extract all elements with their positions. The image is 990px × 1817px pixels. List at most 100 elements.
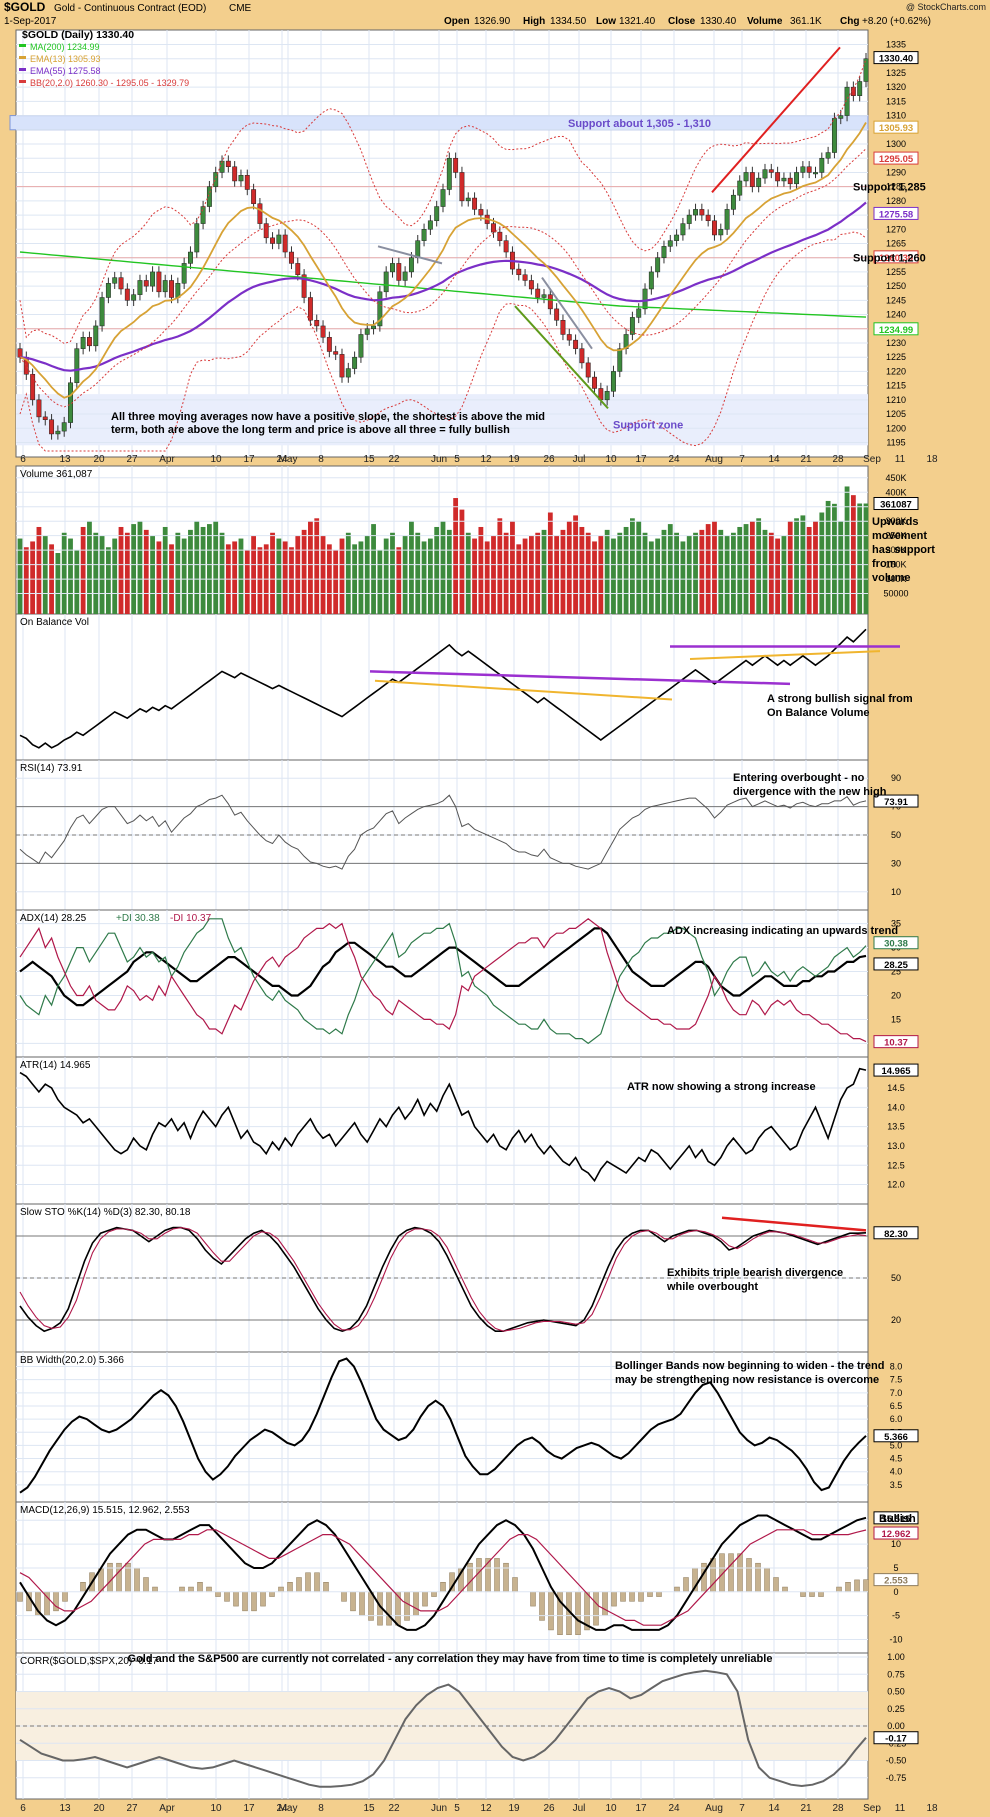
candle-body [604, 391, 610, 401]
volume-value-label-box [873, 497, 919, 511]
candle-body [276, 234, 282, 244]
candle-body [730, 194, 736, 210]
candle-body [314, 319, 320, 327]
candle-body [345, 368, 351, 378]
volume-bar [762, 529, 768, 614]
volume-bar [333, 550, 339, 614]
candle-body [617, 348, 623, 372]
atr-line [19, 1067, 867, 1183]
candle-body [434, 206, 440, 222]
legend-entry: MA(200) 1234.99 [30, 42, 100, 52]
candle-body [699, 209, 705, 216]
volume-bar [554, 535, 560, 614]
candle-body [762, 169, 768, 179]
bb-upper-band [19, 59, 867, 345]
candle-body [263, 223, 269, 239]
candle-body [188, 251, 193, 264]
y-tick-label: 30 [891, 858, 901, 868]
support-zone-upper [9, 115, 869, 131]
y-tick-label: 0.50 [887, 1687, 905, 1697]
candle-body [528, 280, 534, 290]
y-tick-label: 35 [891, 919, 901, 929]
volume-bar [377, 550, 383, 614]
volume-bar [541, 529, 547, 614]
macd-histogram-bar [647, 1591, 653, 1597]
candle-body [560, 319, 566, 335]
macd-histogram-bar [197, 1582, 203, 1593]
x-tick-label: 12 [480, 454, 492, 465]
rsi-title: RSI(14) 73.91 [20, 763, 83, 774]
price-value-label: 1275.58 [879, 209, 913, 220]
macd-value-label: 12.962 [881, 1529, 910, 1540]
price-value-label: 1330.40 [879, 54, 913, 65]
candle-body [156, 271, 162, 293]
macd-histogram-bar [224, 1591, 230, 1602]
x-tick-label: 7 [739, 1803, 745, 1814]
x-tick-label: 18 [926, 1803, 938, 1814]
volume-bar [150, 535, 155, 614]
adx-value-label: 10.37 [884, 1038, 908, 1049]
volume-bar [756, 518, 762, 614]
x-tick-label: 12 [480, 1803, 492, 1814]
candle-body [112, 277, 118, 284]
candle-body [36, 399, 42, 418]
annotation-volume: Upwards movement has support from volume [872, 516, 935, 584]
price-value-label: 1260.30 [879, 253, 913, 264]
candle-body [225, 160, 231, 168]
macd-histogram-bar [575, 1591, 581, 1635]
candle-body [181, 263, 187, 284]
candle-body [819, 157, 825, 173]
x-tick-label: 14 [768, 1803, 780, 1814]
obv-trendline-orange [689, 650, 881, 660]
annotation-support-zone: Support zone [613, 419, 683, 431]
header-close: 1330.40 [700, 16, 737, 27]
x-tick-label: 20 [93, 1803, 105, 1814]
y-tick-label: 6.5 [890, 1401, 903, 1411]
macd-histogram-bar [845, 1582, 851, 1593]
volume-bar [781, 535, 787, 614]
panel-frame [15, 1351, 869, 1503]
macd-histogram-bar [809, 1591, 815, 1597]
x-tick-label: 5 [454, 1803, 460, 1814]
volume-bar [522, 538, 528, 614]
x-tick-label: 26 [543, 454, 555, 465]
candle-body [17, 348, 23, 358]
volume-bar [99, 535, 105, 614]
candle-body [320, 325, 326, 338]
candle-body [547, 294, 553, 310]
annotation-adx: ADX increasing indicating an upwards tre… [667, 925, 898, 937]
candle-body [238, 175, 244, 182]
x-tick-label: 10 [210, 1803, 222, 1814]
volume-bar [598, 535, 604, 614]
macd-histogram-bar [512, 1577, 518, 1593]
ema55-line [19, 201, 867, 372]
annotation-macd: Bullish [879, 1513, 916, 1525]
x-tick-label: 7 [739, 454, 745, 465]
x-tick-label: 22 [388, 454, 400, 465]
sto-k-line [19, 1226, 867, 1333]
candle-body [408, 257, 414, 273]
legend-swatch [19, 56, 26, 59]
candle-body [768, 169, 774, 173]
volume-bar [314, 518, 320, 614]
macd-histogram-bar [251, 1591, 257, 1612]
y-tick-label: 14.5 [887, 1083, 905, 1093]
y-tick-label: 250K [885, 531, 906, 541]
legend-entry: EMA(55) 1275.58 [30, 66, 101, 76]
macd-histogram-bar [737, 1553, 743, 1593]
atr-title: ATR(14) 14.965 [20, 1060, 91, 1071]
macd-histogram-bar [206, 1586, 212, 1593]
bbwidth-value-label-box [873, 1429, 919, 1443]
ema13-line [19, 122, 867, 399]
volume-bar [427, 538, 433, 614]
x-tick-label: Apr [159, 454, 175, 465]
macd-histogram-bar [656, 1591, 662, 1597]
legend-swatch [19, 44, 26, 47]
candle-body [737, 180, 743, 196]
candle-body [169, 280, 174, 298]
x-tick-label: 11 [895, 454, 906, 465]
volume-bar [453, 498, 459, 614]
macd-title: MACD(12,26,9) 15.515, 12.962, 2.553 [20, 1505, 190, 1516]
macd-histogram-bar [242, 1591, 248, 1612]
